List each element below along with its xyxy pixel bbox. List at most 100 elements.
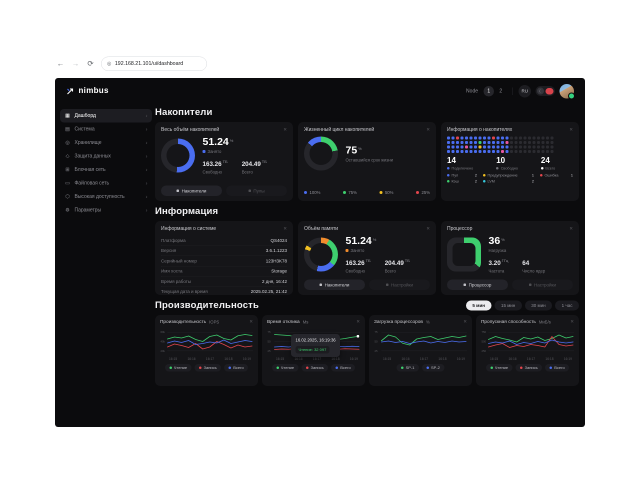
sidebar-item[interactable]: ⬡ Высокая доступность ›	[60, 190, 152, 204]
chart-title: Производительность	[160, 319, 207, 325]
used-percent: 51.24	[202, 136, 229, 148]
drive-dot	[487, 145, 491, 149]
drive-dot	[550, 136, 554, 140]
close-icon[interactable]: ✕	[570, 319, 574, 324]
iops-chart[interactable]: 60k 40k 20k	[160, 326, 253, 357]
close-icon[interactable]: ✕	[463, 319, 467, 324]
sidebar-item-label: Высокая доступность	[74, 194, 125, 200]
sidebar-item-label: Блочная сеть	[74, 167, 106, 173]
legend-item[interactable]: Всего	[224, 364, 249, 372]
settings-button[interactable]: Настройки	[369, 279, 430, 290]
chevron-right-icon: ›	[145, 207, 148, 214]
sidebar-item[interactable]: ▦ Дашборд ›	[60, 109, 152, 123]
drive-dot	[496, 150, 500, 153]
node-button[interactable]: 1	[483, 85, 494, 97]
x-axis-labels: 16:15 16:16 16:17 16:18 16:19	[160, 358, 253, 362]
close-icon[interactable]: ✕	[569, 127, 573, 132]
total-stat: 204.49ТБ Всего	[241, 159, 267, 175]
chevron-right-icon: ›	[145, 153, 148, 160]
forward-icon[interactable]: →	[71, 59, 80, 68]
close-icon[interactable]: ✕	[426, 127, 430, 132]
online-status-dot	[568, 92, 575, 100]
language-button[interactable]: RU	[518, 84, 531, 98]
drive-dot	[523, 141, 527, 144]
cpu-load-chart[interactable]: 75 50 25	[374, 326, 467, 357]
range-pill[interactable]: 15 мин	[494, 300, 522, 311]
back-icon[interactable]: ←	[56, 59, 65, 68]
drive-legend-item: Предупреждение 1	[482, 173, 534, 178]
nimbus-logo[interactable]: nimbus	[66, 87, 109, 96]
lifecycle-legend-item: 25%	[415, 190, 430, 195]
drive-dot	[456, 150, 459, 153]
chevron-right-icon: ›	[145, 112, 148, 119]
sidebar-item-label: Дашборд	[74, 113, 96, 119]
legend-item[interactable]: Всего	[545, 364, 570, 372]
drives-button[interactable]: Накопители	[161, 185, 222, 196]
cpu-freq-stat: 3.20ГГц Частота	[488, 258, 509, 274]
drive-dot	[514, 136, 518, 140]
drive-dot	[519, 136, 522, 140]
sidebar-item[interactable]: ⊞ Блочная сеть ›	[60, 163, 152, 177]
drive-legend-item: Кэш 2	[447, 179, 477, 184]
drive-dot	[474, 150, 477, 153]
sidebar-item[interactable]: ▤ Система ›	[60, 123, 152, 137]
card-title: Информация о накопителях	[447, 127, 513, 133]
avatar[interactable]	[559, 83, 575, 100]
legend-item[interactable]: SP-2	[422, 364, 445, 372]
drives-button[interactable]: Накопители	[304, 279, 365, 290]
drive-dot	[469, 141, 473, 144]
legend-item[interactable]: SP-1	[396, 364, 419, 372]
address-bar[interactable]: ◎ 192.168.21.101/ui/dashboard	[101, 56, 207, 71]
drive-dot	[532, 141, 536, 144]
range-pill[interactable]: 30 мин	[524, 300, 553, 311]
drive-dot	[456, 136, 459, 140]
node-button[interactable]: 2	[496, 86, 507, 97]
svg-text:500: 500	[481, 339, 486, 343]
x-tick-label: 16:15	[383, 357, 392, 362]
range-pill[interactable]: 1 час	[555, 300, 579, 311]
drive-dot	[451, 141, 455, 144]
free-stat: 163.26ТБ Свободно	[202, 159, 228, 175]
x-tick-label: 16:19	[563, 357, 572, 362]
sidebar-item[interactable]: ▭ Файловая сеть ›	[60, 177, 152, 191]
site-info-icon[interactable]: ◎	[107, 60, 112, 67]
range-pill[interactable]: 5 мин	[465, 300, 492, 311]
x-tick-label: 16:17	[526, 357, 536, 362]
reload-icon[interactable]: ⟳	[87, 59, 94, 69]
close-icon[interactable]: ✕	[569, 226, 573, 231]
legend-item[interactable]: Всего	[331, 364, 356, 372]
cpu-gauge	[447, 237, 481, 272]
card-total-volume: Весь объём накопителей ✕ 51.24% Занято	[155, 122, 293, 201]
legend-item[interactable]: Запись	[194, 364, 222, 372]
drive-dot	[451, 136, 455, 140]
drive-dot	[523, 150, 527, 153]
legend-item[interactable]: Чтение	[164, 364, 192, 372]
sidebar-item[interactable]: ⚙ Параметры ›	[60, 204, 152, 218]
sidebar-item[interactable]: ◎ Хранилище ›	[60, 136, 152, 150]
x-axis-labels: 16:15 16:16 16:17 16:18 16:19	[481, 358, 574, 362]
legend-item[interactable]: Чтение	[271, 364, 299, 372]
svg-text:25: 25	[374, 349, 377, 353]
cpu-button[interactable]: Процессор	[447, 279, 508, 290]
system-info-row: Версия 3.6.1.1223	[161, 246, 287, 256]
drive-dot	[456, 141, 459, 144]
chevron-right-icon: ›	[145, 193, 148, 200]
close-icon[interactable]: ✕	[283, 226, 287, 231]
close-icon[interactable]: ✕	[249, 319, 253, 324]
legend-item[interactable]: Чтение	[485, 364, 513, 372]
close-icon[interactable]: ✕	[356, 319, 360, 324]
close-icon[interactable]: ✕	[426, 226, 430, 231]
throughput-chart[interactable]: 750 500 250	[481, 326, 574, 357]
legend-item[interactable]: Запись	[515, 364, 543, 372]
legend-item[interactable]: Запись	[301, 364, 329, 372]
drive-dot	[523, 136, 527, 140]
settings-button[interactable]: Настройки	[512, 279, 573, 290]
x-tick-label: 16:19	[242, 357, 251, 362]
pools-button[interactable]: Пулы	[226, 185, 287, 196]
drive-dot	[447, 141, 450, 144]
close-icon[interactable]: ✕	[283, 127, 287, 132]
alerts-toggle[interactable]: ☾	[535, 86, 555, 96]
drive-dot	[492, 150, 495, 153]
sidebar-item[interactable]: ◇ Защита данных ›	[60, 150, 152, 164]
chart-title: Время отклика	[267, 319, 300, 325]
